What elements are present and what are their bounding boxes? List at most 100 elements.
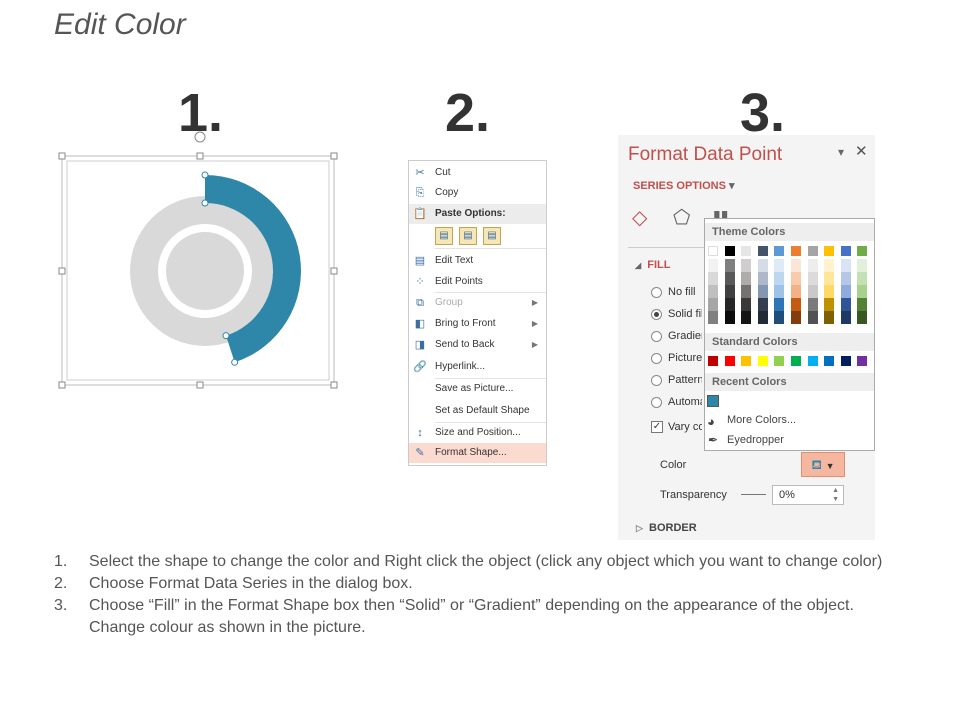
theme-color-swatch[interactable] <box>824 285 835 298</box>
menu-item-cut[interactable]: ✂ Cut <box>409 163 546 183</box>
theme-color-swatch[interactable] <box>708 259 718 272</box>
theme-color-swatch[interactable] <box>741 311 752 324</box>
radio-automatic[interactable] <box>651 397 662 408</box>
radio-no[interactable] <box>651 287 662 298</box>
series-options-dropdown[interactable]: SERIES OPTIONS ▾ <box>633 179 735 192</box>
theme-color-swatch[interactable] <box>791 311 801 324</box>
standard-color-swatch[interactable] <box>774 356 785 366</box>
theme-color-swatch[interactable] <box>757 259 768 272</box>
color-picker-button[interactable]: ⛾ ▼ <box>801 452 845 477</box>
theme-color-swatch[interactable] <box>824 311 835 324</box>
menu-item-copy[interactable]: ⎘ Copy <box>409 183 546 203</box>
theme-color-swatch[interactable] <box>708 285 718 298</box>
standard-color-swatch[interactable] <box>807 356 818 366</box>
theme-color-swatch[interactable] <box>774 285 785 298</box>
theme-color-swatch[interactable] <box>840 259 851 272</box>
theme-color-swatch[interactable] <box>708 272 718 285</box>
theme-color-swatch[interactable] <box>791 246 801 256</box>
point-handle[interactable] <box>201 199 209 207</box>
fill-section-header[interactable]: ◢ FILL <box>635 259 671 271</box>
standard-color-swatch[interactable] <box>791 356 801 366</box>
theme-color-swatch[interactable] <box>757 311 768 324</box>
theme-color-swatch[interactable] <box>757 272 768 285</box>
theme-color-swatch[interactable] <box>708 246 718 256</box>
standard-color-swatch[interactable] <box>708 356 718 366</box>
theme-color-swatch[interactable] <box>840 311 851 324</box>
theme-color-swatch[interactable] <box>741 298 752 311</box>
menu-item-hyperlink[interactable]: 🔗 Hyperlink... <box>409 357 546 377</box>
effects-tab-pentagon-icon[interactable]: ⬠ <box>673 207 691 229</box>
menu-item-save-as-picture[interactable]: Save as Picture... <box>409 379 546 399</box>
theme-color-swatch[interactable] <box>708 311 718 324</box>
recent-color-swatch[interactable] <box>707 395 719 407</box>
theme-color-swatch[interactable] <box>840 298 851 311</box>
theme-color-swatch[interactable] <box>857 259 868 272</box>
spinner-icon[interactable]: ▲ ▼ <box>832 487 839 503</box>
paste-picture-icon[interactable]: ▤ <box>483 227 501 245</box>
point-handle[interactable] <box>231 358 239 366</box>
theme-color-swatch[interactable] <box>757 246 768 256</box>
standard-color-swatch[interactable] <box>724 356 735 366</box>
theme-color-swatch[interactable] <box>807 298 818 311</box>
radio-solid[interactable] <box>651 309 662 320</box>
theme-color-swatch[interactable] <box>741 259 752 272</box>
theme-color-swatch[interactable] <box>840 285 851 298</box>
point-handle[interactable] <box>201 171 209 179</box>
theme-color-swatch[interactable] <box>791 298 801 311</box>
theme-color-swatch[interactable] <box>824 259 835 272</box>
vary-colors-checkbox[interactable]: ✓ <box>651 421 663 433</box>
theme-color-swatch[interactable] <box>824 272 835 285</box>
menu-item-send-to-back[interactable]: ◨ Send to Back ▶ <box>409 335 546 355</box>
theme-color-swatch[interactable] <box>791 285 801 298</box>
theme-color-swatch[interactable] <box>724 259 735 272</box>
theme-color-swatch[interactable] <box>857 311 868 324</box>
theme-color-swatch[interactable] <box>840 246 851 256</box>
theme-color-swatch[interactable] <box>791 259 801 272</box>
menu-item-bring-to-front[interactable]: ◧ Bring to Front ▶ <box>409 314 546 334</box>
menu-item-size-and-position[interactable]: ↕ Size and Position... <box>409 423 546 443</box>
pane-options-dropdown-icon[interactable]: ▾ <box>838 145 845 159</box>
menu-item-set-as-default-shape[interactable]: Set as Default Shape <box>409 401 546 421</box>
theme-color-swatch[interactable] <box>741 285 752 298</box>
theme-color-swatch[interactable] <box>724 311 735 324</box>
theme-color-swatch[interactable] <box>857 285 868 298</box>
theme-color-swatch[interactable] <box>807 311 818 324</box>
menu-item-edit-points[interactable]: ⁘ Edit Points <box>409 272 546 292</box>
theme-color-swatch[interactable] <box>840 272 851 285</box>
theme-color-swatch[interactable] <box>724 285 735 298</box>
standard-color-swatch[interactable] <box>741 356 752 366</box>
theme-color-swatch[interactable] <box>791 272 801 285</box>
fill-line-tab-icon[interactable]: ◇ <box>632 207 648 229</box>
theme-color-swatch[interactable] <box>774 272 785 285</box>
theme-color-swatch[interactable] <box>757 285 768 298</box>
transparency-slider[interactable] <box>741 494 766 495</box>
menu-item-group[interactable]: ⧉ Group ▶ <box>409 293 546 313</box>
standard-color-swatch[interactable] <box>857 356 868 366</box>
standard-color-swatch[interactable] <box>824 356 835 366</box>
theme-color-swatch[interactable] <box>807 246 818 256</box>
donut-chart-selection[interactable] <box>55 125 345 395</box>
theme-color-swatch[interactable] <box>724 298 735 311</box>
theme-color-swatch[interactable] <box>774 246 785 256</box>
theme-color-swatch[interactable] <box>857 298 868 311</box>
theme-color-swatch[interactable] <box>807 285 818 298</box>
more-colors-item[interactable]: More Colors... <box>727 414 797 426</box>
menu-item-format-shape[interactable]: ✎ Format Shape... <box>409 443 546 463</box>
theme-color-swatch[interactable] <box>741 246 752 256</box>
theme-color-swatch[interactable] <box>774 311 785 324</box>
standard-color-swatch[interactable] <box>840 356 851 366</box>
transparency-input[interactable]: 0% ▲ ▼ <box>772 485 844 505</box>
theme-color-swatch[interactable] <box>724 272 735 285</box>
point-handle[interactable] <box>222 332 230 340</box>
theme-color-swatch[interactable] <box>807 259 818 272</box>
radio-pattern[interactable] <box>651 375 662 386</box>
theme-color-swatch[interactable] <box>857 246 868 256</box>
theme-color-swatch[interactable] <box>857 272 868 285</box>
donut-segment-blue[interactable] <box>205 175 302 363</box>
theme-color-swatch[interactable] <box>807 272 818 285</box>
theme-color-swatch[interactable] <box>724 246 735 256</box>
paste-merge-icon[interactable]: ▤ <box>459 227 477 245</box>
radio-picture[interactable] <box>651 353 662 364</box>
paste-keep-formatting-icon[interactable]: ▤ <box>435 227 453 245</box>
rotate-handle[interactable] <box>194 131 206 143</box>
